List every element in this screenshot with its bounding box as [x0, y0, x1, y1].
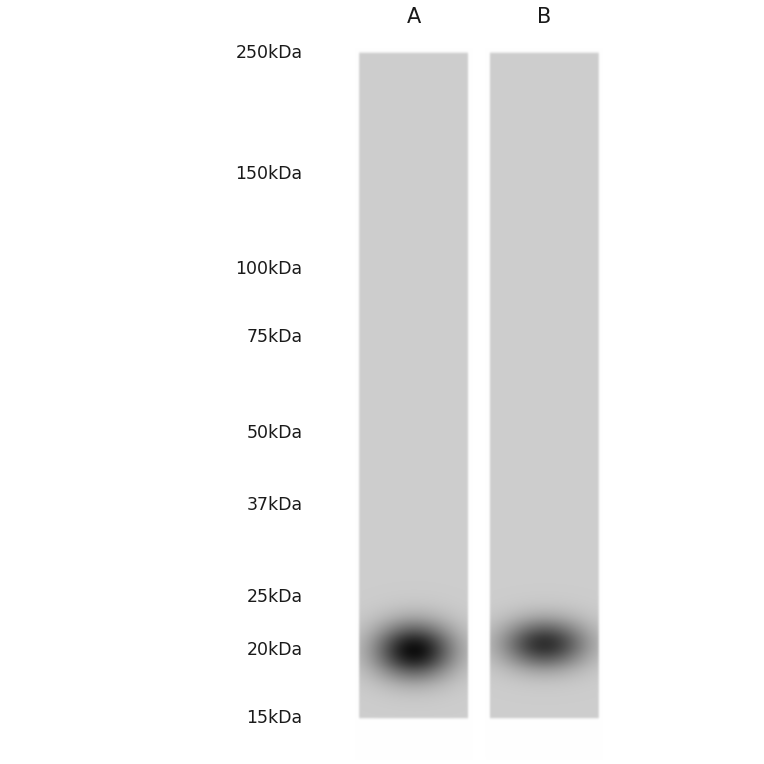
- Text: 75kDa: 75kDa: [247, 329, 303, 346]
- Text: 150kDa: 150kDa: [235, 165, 303, 183]
- Text: 100kDa: 100kDa: [235, 260, 303, 278]
- Text: 15kDa: 15kDa: [247, 709, 303, 727]
- Text: 37kDa: 37kDa: [247, 496, 303, 513]
- Text: A: A: [406, 7, 421, 28]
- Text: B: B: [537, 7, 552, 28]
- Text: 50kDa: 50kDa: [247, 424, 303, 442]
- Text: 250kDa: 250kDa: [235, 44, 303, 63]
- Text: 25kDa: 25kDa: [247, 588, 303, 606]
- Text: 20kDa: 20kDa: [247, 641, 303, 659]
